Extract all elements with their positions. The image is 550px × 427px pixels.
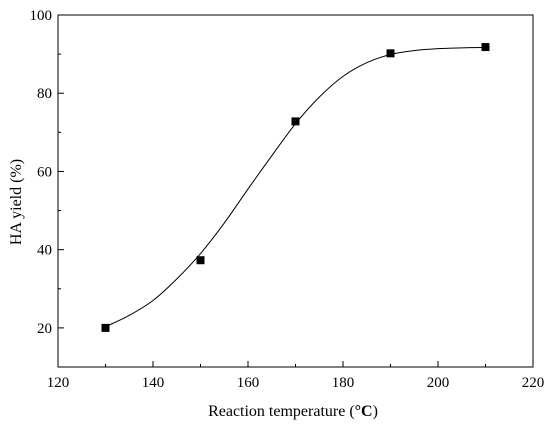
x-tick-label: 140 <box>142 375 165 391</box>
x-axis-title-text: Reaction temperature ( <box>208 403 355 420</box>
x-tick-label: 200 <box>427 375 450 391</box>
x-tick-label: 180 <box>332 375 355 391</box>
data-point <box>386 49 395 58</box>
y-tick-label: 20 <box>37 321 52 337</box>
y-tick-label: 60 <box>37 164 52 180</box>
data-point <box>101 323 110 332</box>
y-tick-label: 40 <box>37 243 52 259</box>
x-axis-title-unit: °C <box>355 403 373 420</box>
y-tick-label: 80 <box>37 86 52 102</box>
x-axis-title: Reaction temperature (°C) <box>208 403 378 420</box>
y-axis-title: HA yield (%) <box>8 159 25 245</box>
data-point <box>481 43 490 52</box>
fit-curve <box>105 46 486 328</box>
y-tick-label: 100 <box>30 8 53 24</box>
x-tick-label: 160 <box>237 375 260 391</box>
x-tick-label: 120 <box>47 375 70 391</box>
data-point <box>291 117 300 126</box>
x-axis-title-close: ) <box>373 403 378 420</box>
x-tick-label: 220 <box>522 375 545 391</box>
data-point <box>196 256 205 265</box>
plot-frame <box>57 14 534 368</box>
